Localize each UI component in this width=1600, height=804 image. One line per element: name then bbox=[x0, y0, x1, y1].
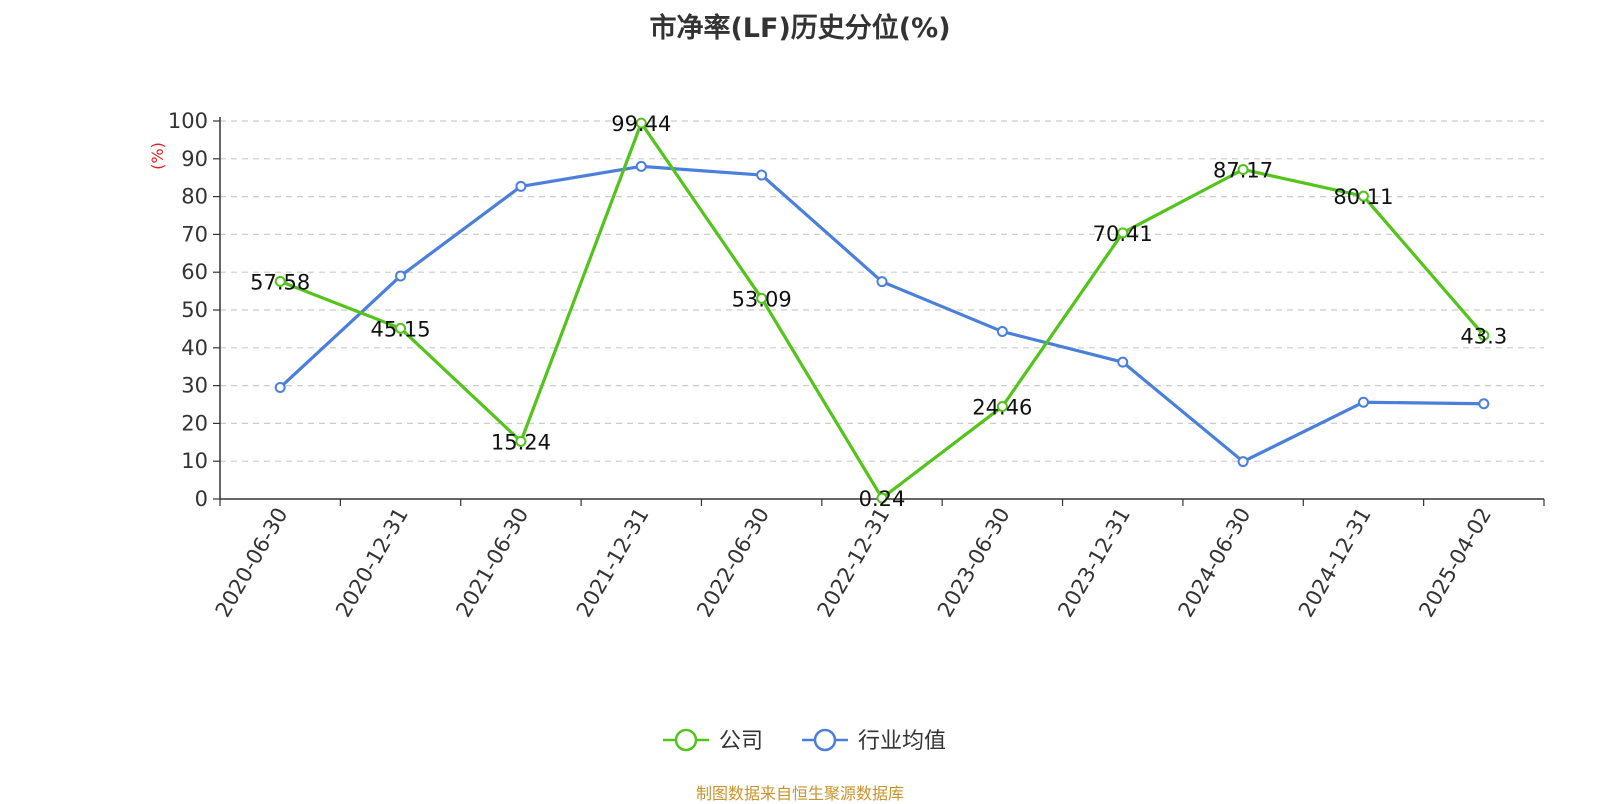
x-tick-label: 2020-12-31 bbox=[331, 503, 413, 621]
data-point[interactable] bbox=[635, 117, 647, 129]
legend-label: 行业均值 bbox=[858, 729, 946, 754]
x-tick-label: 2024-06-30 bbox=[1174, 504, 1256, 622]
data-point[interactable] bbox=[756, 292, 768, 304]
data-point[interactable] bbox=[1478, 329, 1490, 341]
series-lines bbox=[274, 117, 1490, 504]
data-label: 99.44 bbox=[611, 112, 671, 136]
y-tick-label: 50 bbox=[181, 298, 208, 322]
data-point[interactable] bbox=[515, 435, 527, 447]
data-point[interactable] bbox=[1357, 190, 1369, 202]
data-label: 15.24 bbox=[491, 430, 551, 454]
data-point[interactable] bbox=[1237, 163, 1249, 175]
y-tick-label: 40 bbox=[181, 336, 208, 360]
series-line bbox=[279, 164, 1484, 464]
chart-title: 市净率(LF)历史分位(%) bbox=[649, 13, 951, 44]
data-label: 70.41 bbox=[1093, 222, 1153, 246]
y-tick-label: 20 bbox=[181, 411, 208, 435]
data-point[interactable] bbox=[876, 276, 888, 288]
x-tick-label: 2023-06-30 bbox=[933, 504, 1015, 622]
series-line bbox=[279, 121, 1486, 500]
data-point[interactable] bbox=[996, 326, 1008, 338]
x-tick-label: 2023-12-31 bbox=[1053, 504, 1135, 622]
data-label: 87.17 bbox=[1213, 158, 1273, 182]
x-tick-label: 2021-12-31 bbox=[572, 504, 654, 622]
data-label: 45.15 bbox=[370, 317, 430, 341]
data-point[interactable] bbox=[274, 275, 286, 287]
data-label: 0.24 bbox=[859, 487, 906, 511]
data-point[interactable] bbox=[515, 180, 527, 192]
data-point[interactable] bbox=[274, 381, 286, 393]
data-labels: 57.58 45.15 15.24 99.44 53.09 0.24 24.46 70.41 8… bbox=[250, 112, 1507, 511]
y-tick-label: 60 bbox=[181, 260, 208, 284]
data-point[interactable] bbox=[1478, 398, 1490, 410]
data-point[interactable] bbox=[395, 270, 407, 282]
data-point[interactable] bbox=[1117, 356, 1129, 368]
data-point[interactable] bbox=[996, 401, 1008, 413]
x-tick-label: 2022-12-31 bbox=[813, 504, 895, 622]
data-point[interactable] bbox=[1357, 396, 1369, 408]
data-point[interactable] bbox=[1117, 227, 1129, 239]
data-label: 43.3 bbox=[1460, 324, 1507, 348]
legend-label: 公司 bbox=[719, 729, 763, 754]
x-tick-label: 2021-06-30 bbox=[451, 504, 533, 622]
x-tick-label: 2025-04-02 bbox=[1414, 504, 1496, 622]
data-label: 24.46 bbox=[972, 396, 1032, 420]
data-source-note: 制图数据来自恒生聚源数据库 bbox=[695, 784, 904, 803]
data-point[interactable] bbox=[876, 492, 888, 504]
y-tick-label: 70 bbox=[181, 222, 208, 246]
data-point[interactable] bbox=[395, 322, 407, 334]
y-tick-label: 80 bbox=[181, 185, 208, 209]
legend[interactable]: 公司 行业均值 bbox=[663, 728, 946, 754]
y-tick-label: 0 bbox=[195, 487, 208, 511]
y-tick-label: 90 bbox=[181, 147, 208, 171]
legend-marker-icon bbox=[813, 728, 837, 752]
grid-lines bbox=[220, 120, 1544, 462]
x-tick-label: 2024-12-31 bbox=[1294, 504, 1376, 622]
data-label: 53.09 bbox=[732, 287, 792, 311]
x-tick-label: 2020-06-30 bbox=[211, 504, 293, 622]
y-tick-label: 100 bbox=[168, 109, 208, 133]
legend-marker-icon bbox=[674, 728, 698, 752]
x-tick-label: 2022-06-30 bbox=[692, 504, 774, 622]
data-point[interactable] bbox=[1237, 456, 1249, 468]
data-point[interactable] bbox=[756, 169, 768, 181]
data-label: 80.11 bbox=[1333, 185, 1393, 209]
legend-item[interactable]: 公司 bbox=[663, 728, 763, 754]
data-label: 57.58 bbox=[250, 270, 310, 294]
y-axis-label: (%) bbox=[148, 142, 167, 170]
legend-item[interactable]: 行业均值 bbox=[802, 728, 946, 754]
y-tick-label: 10 bbox=[181, 449, 208, 473]
y-tick-label: 30 bbox=[181, 374, 208, 398]
data-point[interactable] bbox=[635, 160, 647, 172]
